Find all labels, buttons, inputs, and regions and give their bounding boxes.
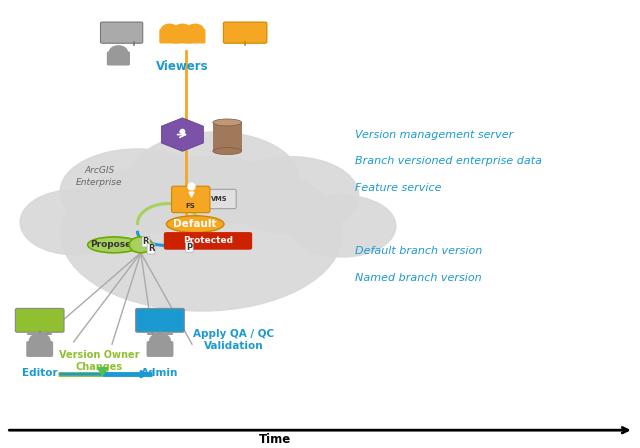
Circle shape (187, 24, 204, 36)
Circle shape (150, 334, 170, 348)
Text: VMS: VMS (211, 196, 228, 202)
Ellipse shape (61, 157, 342, 311)
Text: Viewers: Viewers (156, 60, 209, 73)
Text: Version Owner
Changes: Version Owner Changes (59, 350, 140, 372)
FancyBboxPatch shape (223, 22, 267, 43)
Ellipse shape (20, 190, 127, 255)
Text: Time: Time (259, 433, 291, 446)
Text: Proposed: Proposed (90, 241, 138, 250)
Text: FS: FS (186, 203, 196, 209)
FancyBboxPatch shape (147, 341, 173, 357)
Text: Feature service: Feature service (355, 182, 442, 193)
FancyBboxPatch shape (100, 22, 143, 43)
Ellipse shape (223, 157, 359, 234)
Text: Version management server: Version management server (355, 129, 513, 140)
Text: Named branch version: Named branch version (355, 273, 482, 283)
Text: ArcGIS
Enterprise: ArcGIS Enterprise (76, 167, 122, 186)
Text: Default branch version: Default branch version (355, 246, 483, 257)
Ellipse shape (60, 149, 215, 234)
Text: Editor: Editor (22, 368, 58, 379)
FancyBboxPatch shape (172, 186, 210, 213)
Text: Apply QA / QC
Validation: Apply QA / QC Validation (193, 328, 274, 351)
FancyBboxPatch shape (160, 30, 179, 43)
Text: Branch versioned enterprise data: Branch versioned enterprise data (355, 156, 542, 166)
FancyBboxPatch shape (186, 30, 205, 43)
Circle shape (129, 237, 152, 253)
Text: P: P (186, 242, 193, 252)
FancyBboxPatch shape (203, 189, 236, 209)
Ellipse shape (212, 119, 242, 126)
Ellipse shape (130, 132, 299, 224)
Circle shape (29, 334, 50, 348)
Polygon shape (161, 118, 204, 151)
Text: Default: Default (173, 219, 217, 229)
FancyBboxPatch shape (26, 341, 53, 357)
FancyBboxPatch shape (108, 52, 129, 65)
FancyBboxPatch shape (212, 122, 241, 151)
Circle shape (174, 24, 191, 36)
Polygon shape (97, 367, 108, 375)
Circle shape (161, 24, 178, 36)
FancyBboxPatch shape (136, 308, 184, 332)
FancyBboxPatch shape (164, 232, 252, 250)
Text: R: R (143, 237, 149, 246)
Ellipse shape (289, 195, 396, 257)
Circle shape (109, 46, 127, 58)
FancyBboxPatch shape (173, 30, 192, 43)
Text: Admin: Admin (141, 368, 179, 379)
FancyBboxPatch shape (15, 308, 64, 332)
Text: Protected: Protected (183, 237, 233, 246)
Text: R: R (148, 244, 154, 253)
Ellipse shape (212, 148, 242, 155)
Ellipse shape (166, 216, 224, 233)
Ellipse shape (88, 237, 140, 253)
